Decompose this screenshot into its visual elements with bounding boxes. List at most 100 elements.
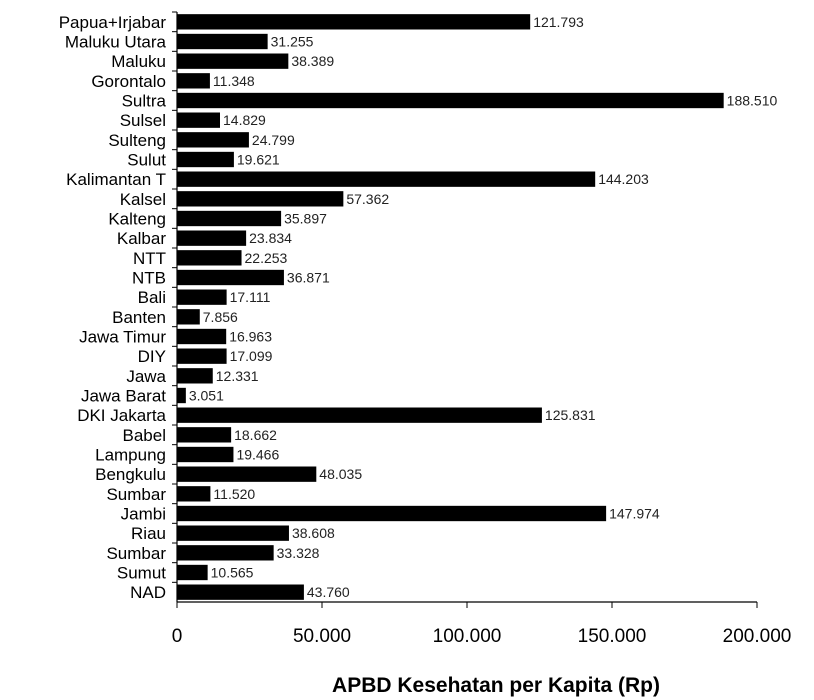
value-label: 17.099	[230, 348, 273, 364]
category-label: Maluku Utara	[65, 33, 167, 52]
category-label: Babel	[123, 426, 166, 445]
bar	[177, 33, 268, 50]
bar	[177, 505, 607, 522]
category-label: Kalbar	[117, 229, 166, 248]
category-label: Sumut	[117, 564, 166, 583]
value-label: 11.348	[213, 73, 255, 89]
value-label: 18.662	[234, 427, 277, 443]
bar	[177, 132, 249, 148]
value-label: 188.510	[727, 93, 778, 109]
value-label: 48.035	[319, 466, 362, 482]
bar	[177, 368, 213, 384]
value-label: 7.856	[203, 309, 238, 325]
value-label: 31.255	[271, 34, 314, 50]
bar	[177, 112, 220, 128]
bar	[177, 466, 317, 482]
bar	[177, 427, 232, 443]
value-label: 33.328	[277, 545, 320, 561]
category-label: Lampung	[95, 446, 166, 465]
x-tick-labels: 0 50.000 100.000 150.000 200.000	[172, 626, 792, 647]
value-label: 24.799	[252, 132, 295, 148]
bar	[177, 250, 242, 266]
bar	[177, 14, 531, 30]
category-label: Papua+Irjabar	[59, 13, 167, 32]
bar	[177, 545, 274, 561]
category-label: Bali	[138, 288, 166, 307]
bar	[177, 92, 724, 109]
category-label: NTB	[132, 269, 166, 288]
bar	[177, 53, 289, 69]
x-tick-label: 50.000	[293, 626, 351, 647]
axes-group	[172, 11, 758, 608]
bar	[177, 289, 227, 305]
category-label: Kalteng	[108, 210, 166, 229]
x-tick-label: 0	[172, 626, 183, 647]
bar	[177, 348, 227, 364]
bar	[177, 407, 542, 423]
bar	[177, 191, 344, 207]
category-label: Jambi	[121, 505, 166, 524]
value-label: 43.760	[307, 584, 350, 600]
value-label: 11.520	[213, 486, 255, 502]
bar	[177, 151, 234, 168]
category-label: Kalsel	[120, 190, 166, 209]
bars-group	[177, 14, 724, 600]
value-label: 144.203	[598, 171, 649, 187]
value-label: 23.834	[249, 230, 292, 246]
x-tick-label: 150.000	[578, 626, 647, 647]
bar	[177, 486, 211, 502]
bar	[177, 309, 200, 325]
category-label: Sumbar	[106, 485, 166, 504]
category-label: Sulut	[127, 151, 166, 170]
value-label: 38.608	[292, 525, 335, 541]
value-label: 121.793	[533, 14, 584, 30]
bar	[177, 230, 247, 246]
category-label: Gorontalo	[91, 72, 166, 91]
value-labels: 121.793 31.255 38.389 11.348 188.510 14.829 24…	[189, 14, 778, 600]
value-label: 35.897	[284, 211, 327, 227]
x-axis-label: APBD Kesehatan per Kapita (Rp)	[332, 674, 660, 697]
category-label: Sumbar	[106, 544, 166, 563]
bar	[177, 269, 284, 286]
value-label: 22.253	[245, 250, 288, 266]
value-label: 16.963	[229, 329, 272, 345]
category-label: DIY	[138, 347, 166, 366]
value-label: 125.831	[545, 407, 596, 423]
category-label: Kalimantan T	[66, 170, 166, 189]
category-label: DKI Jakarta	[77, 406, 166, 425]
category-label: Maluku	[111, 52, 166, 71]
x-tick-label: 200.000	[723, 626, 792, 647]
category-label: Riau	[131, 524, 166, 543]
value-label: 19.466	[236, 447, 279, 463]
value-label: 17.111	[230, 289, 271, 305]
category-label: Sulteng	[108, 131, 166, 150]
bar	[177, 171, 596, 187]
category-label: Jawa	[126, 367, 166, 386]
bar	[177, 210, 282, 227]
category-label: Banten	[112, 308, 166, 327]
value-label: 36.871	[287, 270, 330, 286]
category-label: Jawa Barat	[81, 387, 166, 406]
category-label: Bengkulu	[95, 465, 166, 484]
category-label: NAD	[130, 583, 166, 602]
bar	[177, 584, 304, 600]
value-label: 57.362	[346, 191, 389, 207]
value-label: 10.565	[211, 565, 254, 581]
value-label: 147.974	[609, 506, 660, 522]
bar	[177, 73, 210, 89]
category-label: Sultra	[122, 92, 167, 111]
category-label: Jawa Timur	[79, 328, 166, 347]
category-label: NTT	[133, 249, 166, 268]
category-label: Sulsel	[120, 111, 166, 130]
bar	[177, 446, 234, 463]
bar	[177, 328, 227, 345]
x-tick-label: 100.000	[433, 626, 502, 647]
value-label: 12.331	[216, 368, 259, 384]
value-label: 19.621	[237, 152, 280, 168]
value-label: 3.051	[189, 388, 224, 404]
value-label: 38.389	[291, 53, 334, 69]
bar	[177, 525, 289, 541]
bar	[177, 387, 186, 404]
